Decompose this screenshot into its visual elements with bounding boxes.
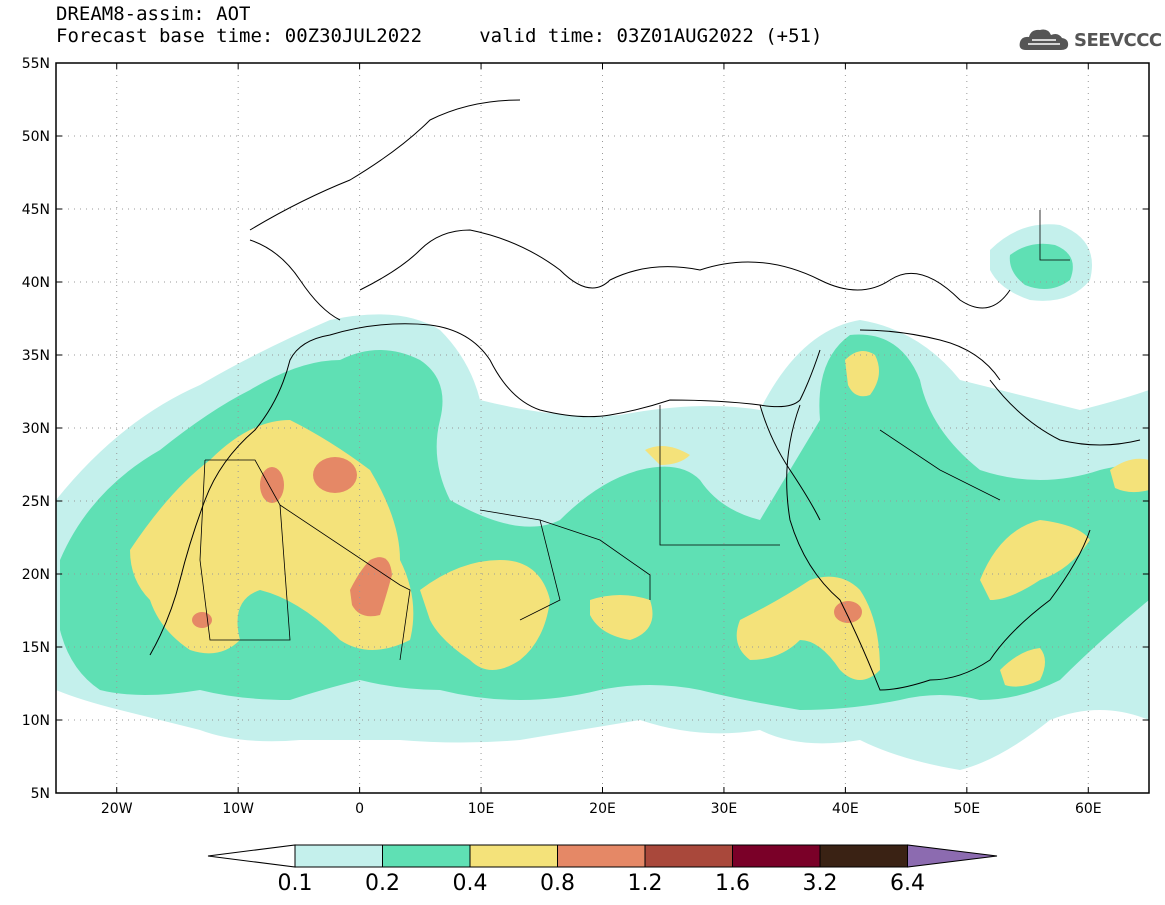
aot-band-0.4-mid bbox=[420, 560, 550, 670]
colorbar-segment bbox=[819, 844, 908, 868]
graticule bbox=[56, 63, 1149, 793]
lat-label: 55N bbox=[22, 56, 50, 72]
borders bbox=[199, 210, 1070, 661]
lon-label: 30E bbox=[711, 801, 738, 817]
aot-field bbox=[56, 224, 1149, 770]
aot-core-algeria bbox=[313, 457, 357, 493]
map-subtitle: Forecast base time: 00Z30JUL2022 valid t… bbox=[56, 25, 823, 47]
colorbar-extend-right bbox=[907, 844, 998, 868]
cloud-icon bbox=[1019, 29, 1069, 50]
colorbar-segment bbox=[644, 844, 733, 868]
lat-label: 45N bbox=[22, 202, 50, 218]
aot-band-0.4-sudan bbox=[590, 595, 653, 640]
aot-band-0.4-gulf bbox=[1110, 458, 1149, 493]
lon-label: 50E bbox=[953, 801, 980, 817]
colorbar-label: 0.1 bbox=[278, 871, 313, 896]
aot-band-0.4-iraq bbox=[845, 351, 879, 397]
lon-label: 60E bbox=[1075, 801, 1102, 817]
colorbar-segment bbox=[732, 844, 821, 868]
colorbar-label: 3.2 bbox=[803, 871, 838, 896]
lat-label: 25N bbox=[22, 494, 50, 510]
lat-label: 30N bbox=[22, 421, 50, 437]
seevccc-logo: SEEVCCC bbox=[1018, 26, 1162, 54]
lon-label: 10E bbox=[468, 801, 495, 817]
map-title: DREAM8-assim: AOT bbox=[56, 3, 251, 25]
colorbar: 0.1 0.2 0.4 0.8 1.2 1.6 3.2 6.4 bbox=[207, 844, 998, 896]
aot-band-0.4-oman bbox=[980, 520, 1090, 600]
aot-core-mauritania bbox=[260, 467, 284, 503]
colorbar-label: 1.6 bbox=[715, 871, 750, 896]
colorbar-label: 0.2 bbox=[365, 871, 400, 896]
colorbar-label: 0.8 bbox=[540, 871, 575, 896]
aot-band-0.4-egypt bbox=[645, 446, 690, 465]
lat-label: 5N bbox=[31, 786, 50, 802]
colorbar-label: 6.4 bbox=[890, 871, 925, 896]
aot-core-eritrea bbox=[834, 601, 862, 623]
lat-label: 10N bbox=[22, 713, 50, 729]
colorbar-segment bbox=[382, 844, 471, 868]
aot-core-west bbox=[192, 612, 212, 628]
colorbar-segment bbox=[294, 844, 383, 868]
aot-band-0.4-arabian-sea bbox=[1000, 648, 1045, 687]
colorbar-extend-left bbox=[207, 844, 296, 868]
lon-label: 0 bbox=[355, 801, 364, 817]
aot-core-mali bbox=[350, 557, 392, 617]
lat-label: 35N bbox=[22, 348, 50, 364]
colorbar-label: 0.4 bbox=[453, 871, 488, 896]
lon-label: 20E bbox=[589, 801, 616, 817]
lon-label: 20W bbox=[101, 801, 133, 817]
colorbar-segment bbox=[469, 844, 558, 868]
lon-label: 10W bbox=[222, 801, 254, 817]
lat-label: 40N bbox=[22, 275, 50, 291]
logo-text: SEEVCCC bbox=[1074, 29, 1162, 51]
lon-label: 40E bbox=[832, 801, 859, 817]
lat-axis: 55N 50N 45N 40N 35N 30N 25N 20N 15N 10N 5N bbox=[22, 56, 1149, 802]
lon-axis: 20W 10W 0 10E 20E 30E 40E 50E 60E bbox=[101, 63, 1102, 817]
aot-band-0.2-caspian bbox=[1009, 243, 1073, 289]
coastlines bbox=[149, 99, 1141, 691]
lat-label: 20N bbox=[22, 567, 50, 583]
colorbar-label: 1.2 bbox=[628, 871, 663, 896]
lat-label: 15N bbox=[22, 640, 50, 656]
lat-label: 50N bbox=[22, 129, 50, 145]
colorbar-segment bbox=[557, 844, 646, 868]
